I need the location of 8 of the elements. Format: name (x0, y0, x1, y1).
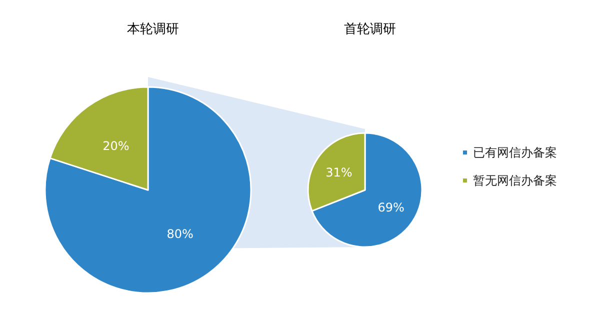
data-label: 69% (378, 200, 404, 215)
legend-label: 已有网信办备案 (473, 146, 557, 160)
data-label: 31% (326, 165, 352, 180)
legend-label: 暂无网信办备案 (473, 174, 557, 188)
data-label: 80% (166, 227, 194, 242)
chart-title: 本轮调研 (127, 22, 179, 37)
chart-title: 首轮调研 (344, 22, 396, 37)
data-label: 20% (102, 138, 130, 153)
